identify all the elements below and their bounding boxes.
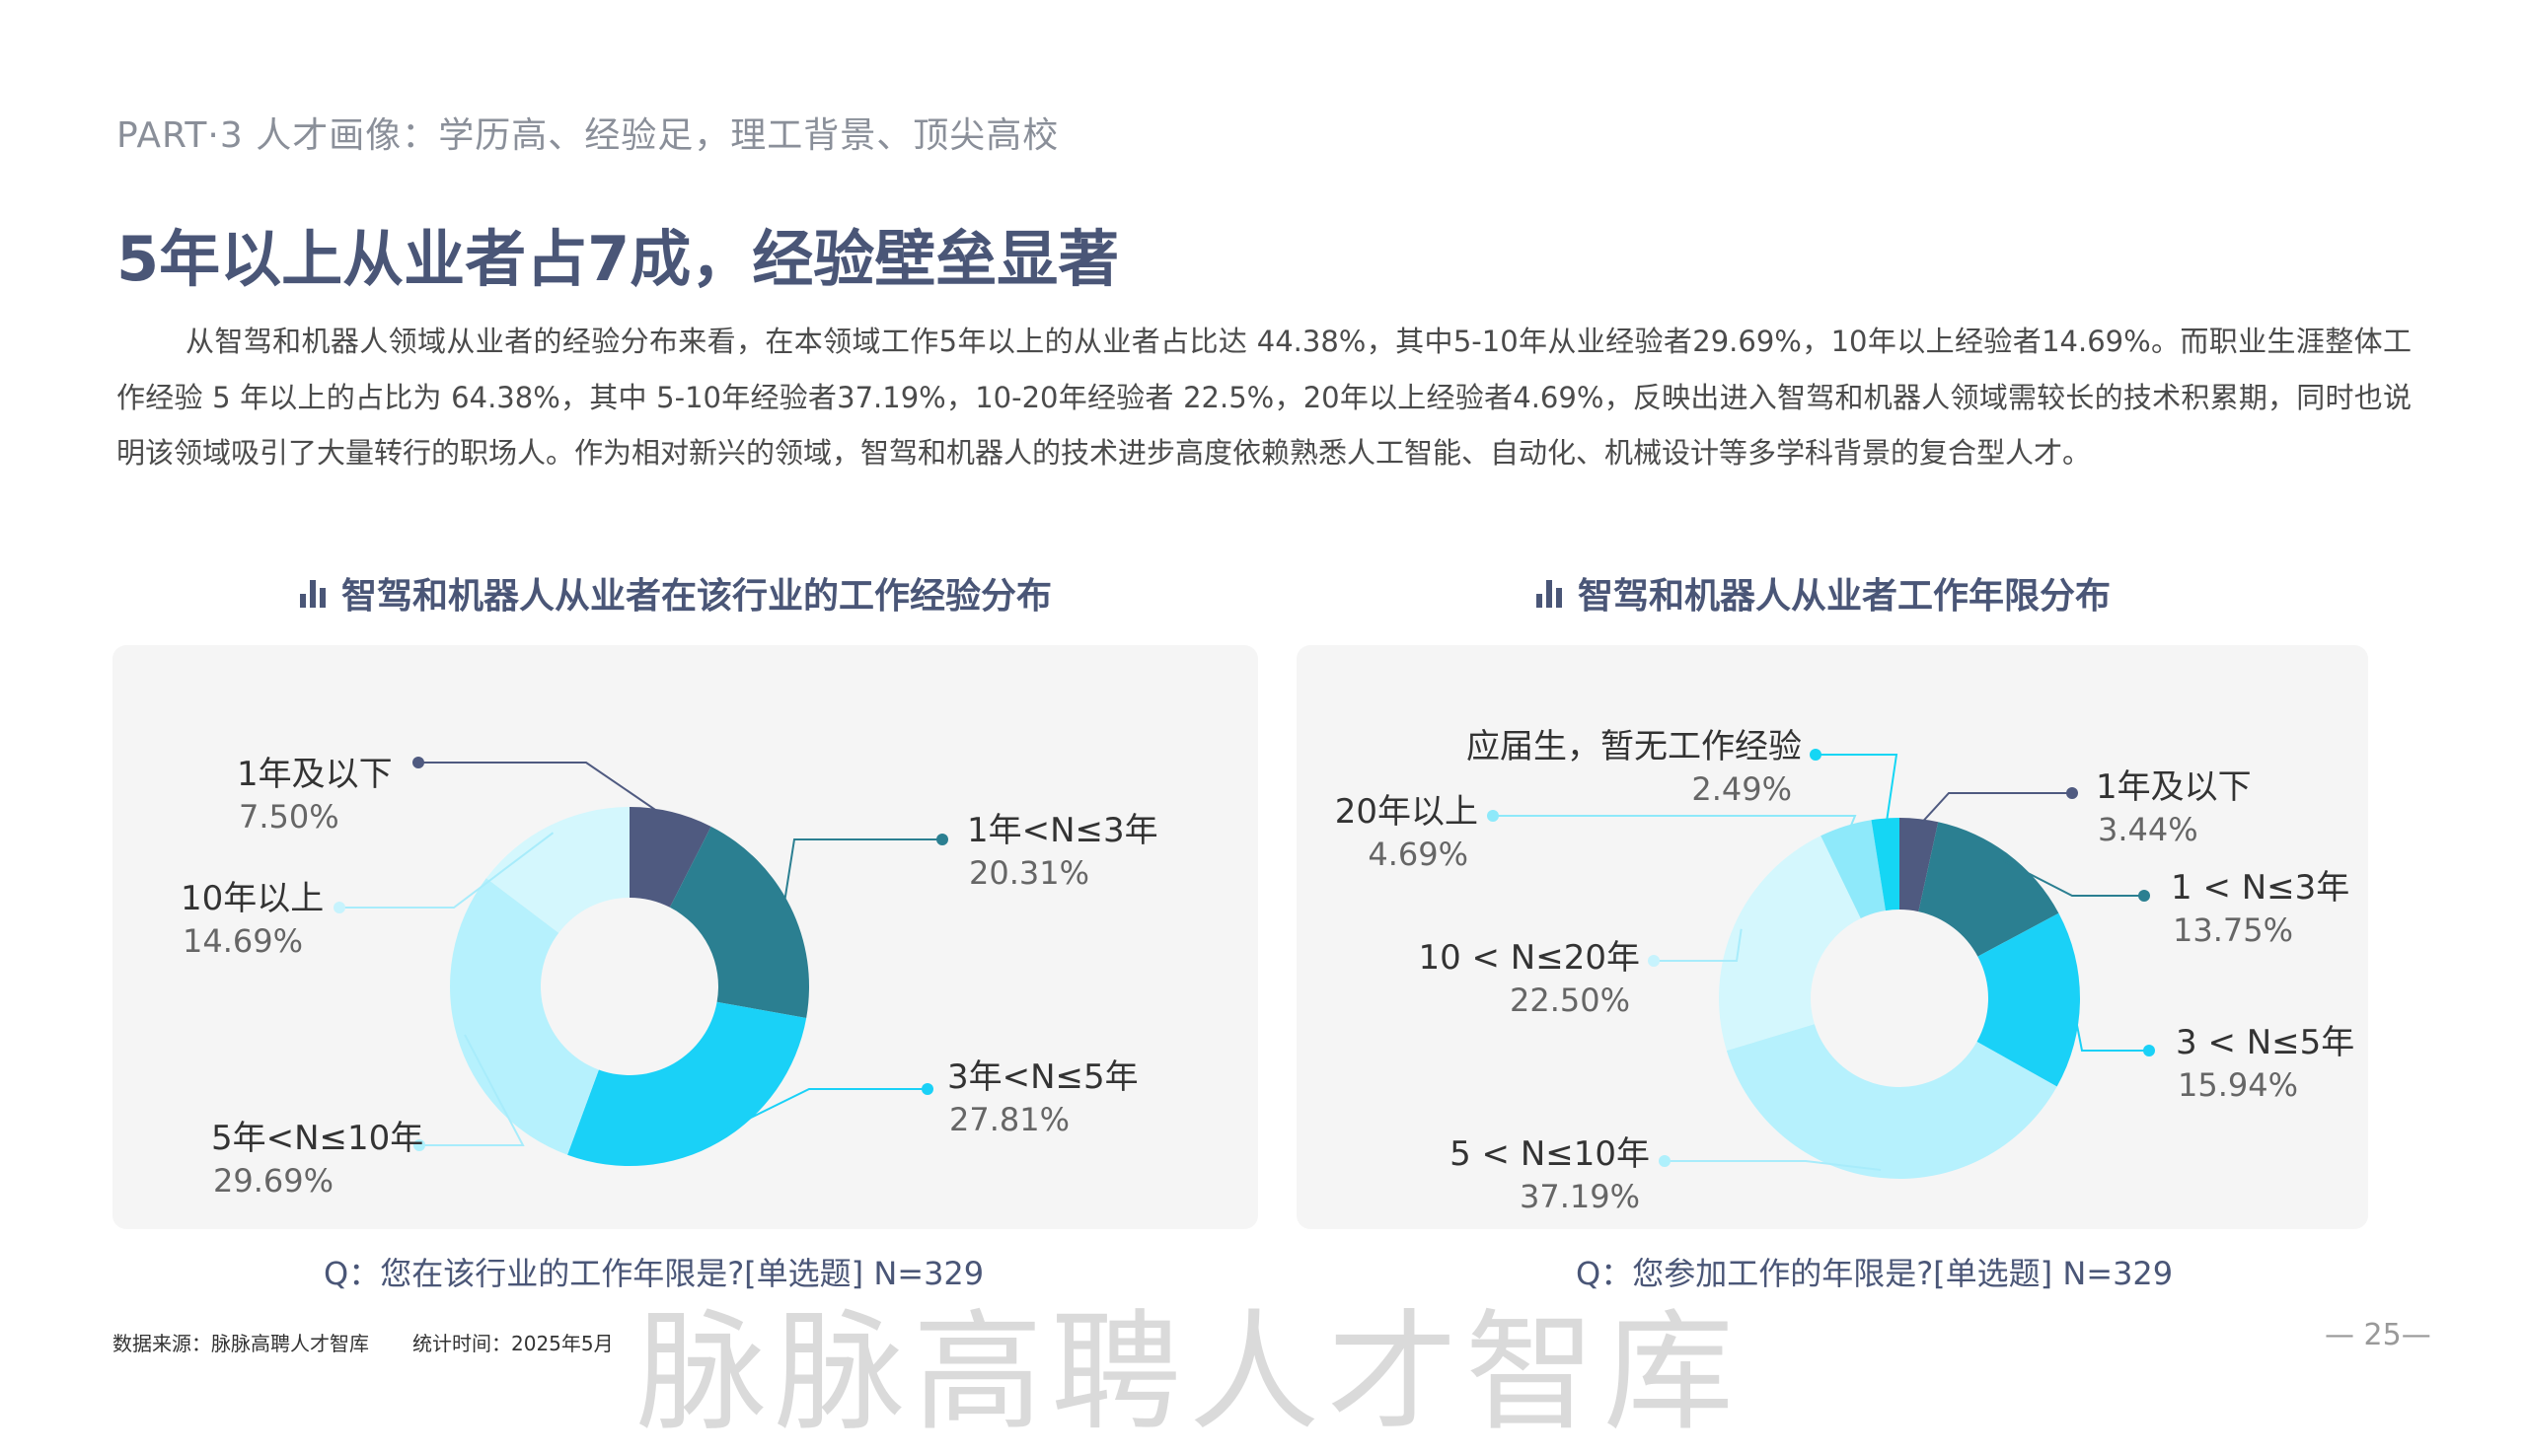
right-question: Q：您参加工作的年限是?[单选题] N=329 [1576,1255,2174,1292]
leader-line [1654,928,1743,962]
leader-dot [2138,890,2150,902]
slice-value: 29.69% [213,1162,334,1200]
leader-line [1493,815,1857,835]
donut-slice [567,1001,807,1167]
leader-dot [1810,749,1821,761]
slice-value: 2.49% [1691,770,1792,808]
source-text: 数据来源：脉脉高聘人才智库 [112,1332,369,1355]
page-number: — 25— [2325,1318,2431,1352]
body-paragraph: 从智驾和机器人领域从业者的经验分布来看，在本领域工作5年以上的从业者占比达 44… [116,325,2412,470]
leader-line [418,762,671,821]
slice-value: 27.81% [949,1101,1070,1138]
slice-value: 37.19% [1520,1178,1640,1215]
leader-dot [412,757,424,768]
donut-chart-1: 1年及以下 7.50% 1年<N≤3年 20.31% 3年<N≤5年 27.81% 5年<N… [181,755,1158,1200]
donut-slice [485,807,630,933]
page-title: 5年以上从业者占7成，经验壁垒显著 [116,223,1120,295]
leader-dot [413,1139,425,1151]
left-chart-title: 智驾和机器人从业者在该行业的工作经验分布 [300,567,1052,619]
donut-slice [630,807,711,908]
slice-label: 1年及以下 [237,755,393,794]
part-label: PART·3 人才画像：学历高、经验足，理工背景、顶尖高校 [116,115,1060,156]
bar-chart-icon [300,578,326,608]
leader-dot [936,834,948,845]
donut-slice [1871,818,1899,911]
leader-dot [334,902,345,913]
bar-chart-icon [1536,578,1562,608]
slice-label: 10年以上 [181,879,324,918]
donut-slice [1899,818,1939,912]
leader-line [2003,859,2144,897]
slice-value: 22.50% [1510,982,1630,1019]
leader-dot [1648,955,1660,967]
leader-dot [2066,787,2078,799]
right-chart-title-text: 智驾和机器人从业者工作年限分布 [1578,576,2112,617]
leader-line [781,838,942,910]
leader-line [2071,999,2149,1052]
right-chart-title: 智驾和机器人从业者工作年限分布 [1536,567,2111,619]
leader-line [1816,754,1898,827]
left-chart-title-text: 智驾和机器人从业者在该行业的工作经验分布 [341,576,1053,617]
slice-label: 5 < N≤10年 [1449,1134,1650,1174]
slice-value: 4.69% [1368,836,1468,873]
donut-slice [669,826,809,1018]
slice-value: 15.94% [2178,1066,2298,1104]
donut-slice [449,878,599,1155]
slice-value: 7.50% [239,798,339,836]
stat-time-text: 统计时间：2025年5月 [412,1332,614,1355]
slice-label: 10 < N≤20年 [1418,938,1640,978]
slice-label: 3 < N≤5年 [2176,1023,2354,1062]
leader-dot [1487,810,1499,822]
donut-slice [1718,836,1861,1052]
slice-value: 3.44% [2098,811,2198,848]
slice-label: 应届生，暂无工作经验 [1466,727,1802,766]
slice-label: 3年<N≤5年 [947,1057,1139,1097]
slice-label: 20年以上 [1335,792,1478,832]
donut-slice [1820,820,1886,919]
donut-slice [1918,822,2059,957]
slice-label: 5年<N≤10年 [211,1119,423,1158]
donut-charts: 1年及以下 7.50% 1年<N≤3年 20.31% 3年<N≤5年 27.81% 5年<N… [181,727,2355,1215]
leader-line [714,1088,928,1136]
slice-value: 13.75% [2173,911,2293,949]
slice-value: 20.31% [969,854,1089,892]
watermark: 脉脉高聘人才智库 [636,1297,1742,1449]
leader-dot [1659,1155,1671,1167]
donut-slice [1976,912,2080,1087]
leader-line [339,832,555,909]
leader-line [1665,1160,1882,1171]
slice-label: 1年及以下 [2096,767,2252,807]
leader-line [1917,792,2072,828]
leader-dot [922,1083,933,1095]
source-note: 数据来源：脉脉高聘人才智库 统计时间：2025年5月 [112,1328,614,1356]
slice-label: 1年<N≤3年 [967,811,1158,850]
leader-dot [2143,1045,2155,1056]
slice-value: 14.69% [183,922,303,960]
left-question: Q：您在该行业的工作年限是?[单选题] N=329 [324,1255,985,1292]
leader-line [419,1034,525,1146]
donut-slice [1726,1024,2057,1180]
slice-label: 1 < N≤3年 [2171,868,2349,908]
